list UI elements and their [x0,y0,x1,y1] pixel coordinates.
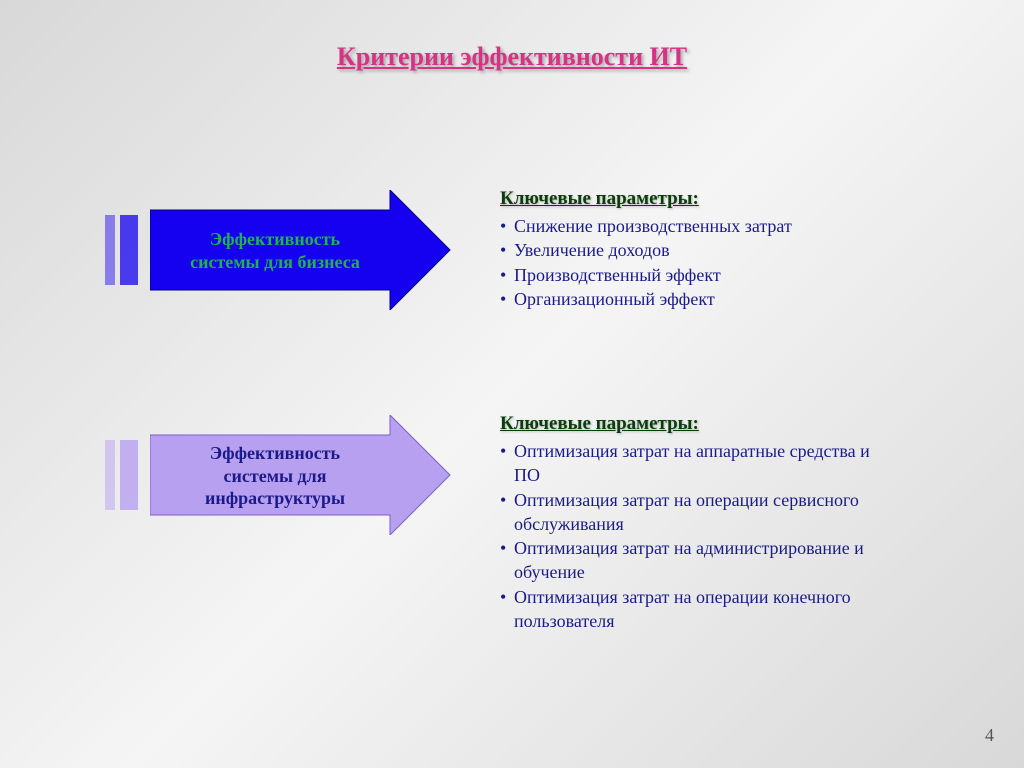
bullet-item: Увеличение доходов [500,238,792,262]
arrow-label: Эффективность системы для инфраструктуры [160,442,390,510]
bullet-item: Оптимизация затрат на операции сервисног… [500,488,900,537]
bullet-item: Оптимизация затрат на операции конечного… [500,585,900,634]
bullet-item: Организационный эффект [500,287,792,311]
params-infrastructure: Ключевые параметры: Оптимизация затрат н… [480,405,900,633]
bullet-list: Оптимизация затрат на аппаратные средств… [500,439,900,633]
arrow-infrastructure: Эффективность системы для инфраструктуры [0,405,480,545]
arrow-label-line: инфраструктуры [205,488,345,508]
trail-bar [105,440,115,510]
trail-bar [120,440,138,510]
slide-title: Критерии эффективности ИТ [0,0,1024,72]
arrow-label-line: Эффективность [210,229,340,249]
arrow-label-line: системы для [224,466,327,486]
bullet-list: Снижение производственных затратУвеличен… [500,214,792,311]
params-heading: Ключевые параметры: [500,188,792,210]
trail-bar [105,215,115,285]
bullet-item: Оптимизация затрат на аппаратные средств… [500,439,900,488]
arrow-label-line: Эффективность [210,443,340,463]
arrow-business: Эффективность системы для бизнеса [0,180,480,320]
params-business: Ключевые параметры: Снижение производств… [480,180,792,311]
bullet-item: Оптимизация затрат на администрирование … [500,536,900,585]
row-infrastructure: Эффективность системы для инфраструктуры… [0,405,1024,633]
params-heading: Ключевые параметры: [500,413,900,435]
trail-bar [120,215,138,285]
page-number: 4 [985,725,994,746]
bullet-item: Производственный эффект [500,263,792,287]
row-business: Эффективность системы для бизнеса Ключев… [0,180,1024,320]
arrow-label-line: системы для бизнеса [190,252,360,272]
bullet-item: Снижение производственных затрат [500,214,792,238]
arrow-label: Эффективность системы для бизнеса [160,228,390,273]
